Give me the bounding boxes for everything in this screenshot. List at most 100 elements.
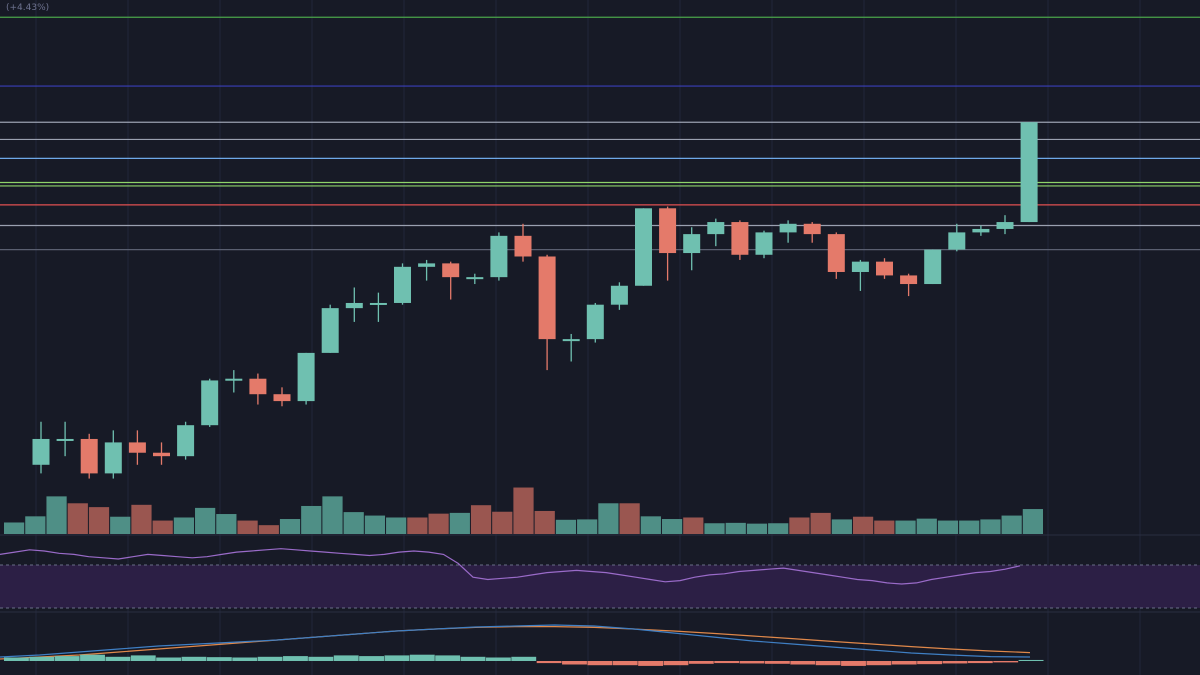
volume-bar <box>449 512 470 534</box>
candle-body <box>562 339 580 342</box>
rsi-panel <box>0 548 1200 609</box>
volume-bar <box>704 523 725 534</box>
macd-histogram-bar <box>764 661 790 664</box>
macd-histogram-bar <box>967 661 993 664</box>
candle <box>177 421 195 460</box>
candle <box>635 208 652 286</box>
candle-body <box>538 256 556 340</box>
candle <box>442 261 460 300</box>
volume-bar <box>25 516 46 534</box>
macd-histogram-bar <box>942 661 968 664</box>
candle <box>1020 122 1038 223</box>
volume-bar <box>1001 515 1022 534</box>
macd-histogram-bar <box>308 656 334 661</box>
volume-bar <box>407 517 428 534</box>
macd-histogram-bar <box>359 656 384 661</box>
macd-histogram-bar <box>4 657 29 661</box>
candle <box>538 254 556 371</box>
volume-bar <box>831 519 852 534</box>
volume-bar <box>683 517 704 534</box>
candle <box>562 333 580 362</box>
candle <box>948 223 966 252</box>
candle <box>707 218 725 247</box>
candle <box>128 430 146 465</box>
volume-bar <box>852 516 874 534</box>
volume-bar <box>216 514 237 534</box>
volume-bar <box>322 496 343 534</box>
volume-bar <box>195 507 216 534</box>
candle <box>996 215 1014 235</box>
macd-histogram-bar <box>29 656 55 661</box>
macd-histogram-bar <box>739 661 765 664</box>
candle-body <box>273 394 291 402</box>
macd-histogram-bar <box>206 657 232 661</box>
candle-body <box>586 304 604 340</box>
candle-body <box>972 228 990 233</box>
macd-histogram-bar <box>130 655 156 661</box>
candle-body <box>851 261 869 272</box>
candle <box>731 220 749 260</box>
volume-bar <box>916 518 937 534</box>
candle <box>900 273 918 297</box>
candle-body <box>128 442 146 453</box>
macd-histogram-bar <box>917 661 943 665</box>
volume-bar <box>725 522 746 534</box>
volume-bar <box>746 523 768 534</box>
candle <box>321 304 339 353</box>
candle-body <box>32 438 50 465</box>
candle-body <box>876 261 893 276</box>
candle <box>659 206 677 281</box>
candle-body <box>369 302 387 305</box>
macd-histogram-bar <box>1018 659 1044 661</box>
candle <box>225 370 243 393</box>
macd-histogram-bar <box>891 661 917 665</box>
candle <box>827 232 845 279</box>
macd-histogram-bar <box>156 657 182 661</box>
macd-histogram-bar <box>612 661 638 666</box>
volume-bar <box>895 520 916 534</box>
macd-histogram-bar <box>232 657 258 661</box>
candle <box>876 258 893 279</box>
candle <box>394 263 411 305</box>
candle-body <box>996 222 1014 229</box>
volume-bar <box>534 510 555 534</box>
volume-bar <box>768 523 789 534</box>
volume-bar <box>173 517 195 534</box>
candle <box>683 227 701 271</box>
candle-body <box>779 223 797 233</box>
macd-histogram-bar <box>714 661 740 664</box>
candle <box>345 287 363 322</box>
candle <box>418 259 436 281</box>
macd-histogram-bar <box>460 656 486 661</box>
candle-body <box>104 442 122 474</box>
candle-body <box>731 222 749 255</box>
macd-histogram-bar <box>257 656 283 661</box>
candle-body <box>321 308 339 353</box>
volume-bar <box>661 519 683 534</box>
macd-histogram-bar <box>283 656 308 661</box>
volume-bar <box>619 503 640 534</box>
candle <box>924 249 942 285</box>
volume-bar <box>577 519 598 534</box>
rsi-band <box>0 565 1200 608</box>
candle-body <box>56 438 74 441</box>
candle-body <box>80 438 98 474</box>
candle-body <box>683 234 701 254</box>
candle-body <box>900 275 918 285</box>
volume-bar <box>959 520 980 534</box>
macd-histogram-bar <box>333 655 359 661</box>
volume-bar <box>492 511 513 534</box>
rsi-line <box>0 548 1021 585</box>
volume-bar <box>428 513 449 534</box>
volume-bar <box>789 517 810 534</box>
macd-histogram-bar <box>587 661 613 666</box>
candle <box>249 373 267 405</box>
candle <box>32 421 50 474</box>
candle <box>610 282 628 310</box>
candle <box>779 220 797 243</box>
candle-body <box>442 263 460 278</box>
macd-histogram-bar <box>993 661 1019 663</box>
